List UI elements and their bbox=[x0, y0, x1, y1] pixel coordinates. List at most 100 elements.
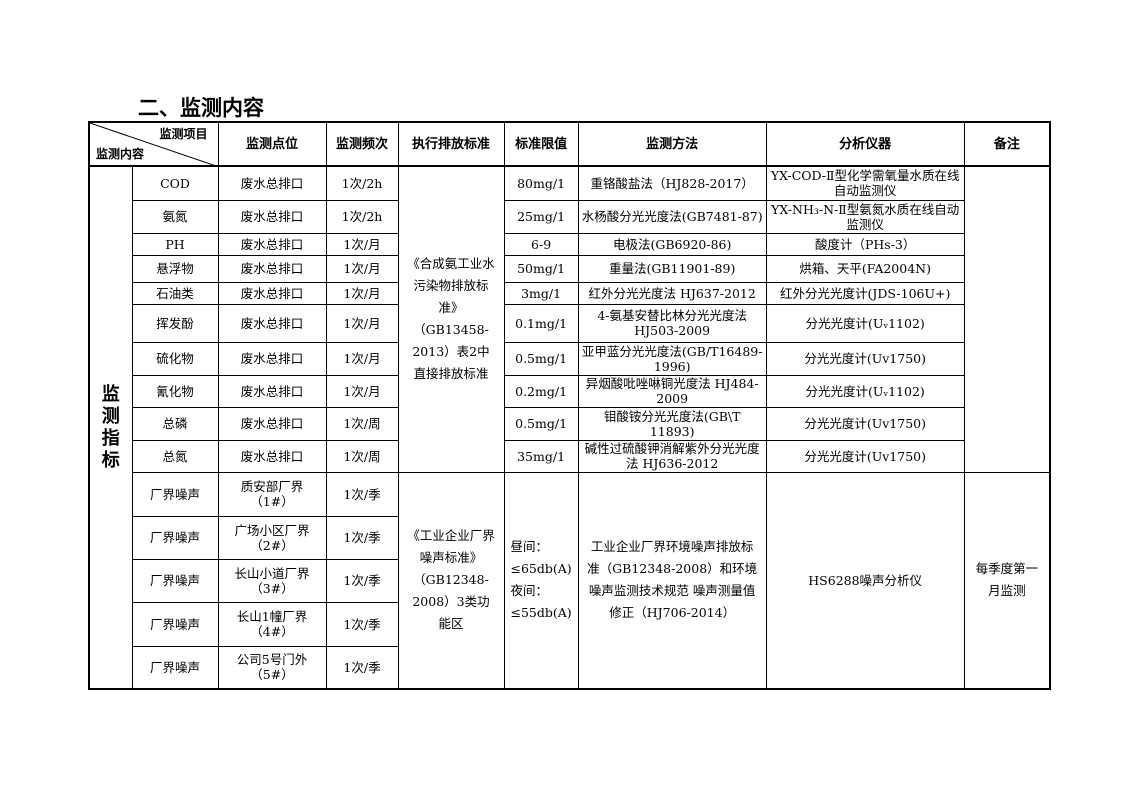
instrument-cell: 分光光度计(Uᵥ1102) bbox=[765, 303, 965, 343]
frequency-cell: 1次/2h bbox=[325, 199, 399, 234]
table-row: PH 废水总排口 1次/月 6-9 电极法(GB6920-86) 酸度计（PHs-3） bbox=[89, 232, 1050, 256]
noise-standard-cell: 《工业企业厂界噪声标准》（GB12348-2008）3类功能区 bbox=[397, 471, 505, 690]
frequency-cell: 1次/季 bbox=[325, 601, 399, 647]
table-row: 氰化物 废水总排口 1次/月 0.2mg/1 异烟酸吡唑啉铜光度法 HJ484-2009… bbox=[89, 374, 1050, 408]
monitoring-table: 监测项目 监测内容 监测点位 监测频次 执行排放标准 标准限值 监测方法 分析仪… bbox=[88, 121, 1052, 690]
item-cell: 总氮 bbox=[131, 439, 219, 473]
point-cell: 废水总排口 bbox=[217, 303, 327, 343]
diagonal-header-cell: 监测项目 监测内容 bbox=[88, 121, 219, 167]
instrument-cell: 红外分光光度计(JDS-106U+) bbox=[765, 281, 965, 305]
item-cell: 总磷 bbox=[131, 406, 219, 441]
table-row: 厂界噪声 公司5号门外（5#） 1次/季 bbox=[89, 645, 1050, 690]
point-cell: 废水总排口 bbox=[217, 281, 327, 305]
table-row: 总氮 废水总排口 1次/周 35mg/1 碱性过硫酸钾消解紫外分光光度法 HJ636-2… bbox=[89, 439, 1050, 473]
frequency-cell: 1次/月 bbox=[325, 374, 399, 408]
method-cell: 红外分光光度法 HJ637-2012 bbox=[577, 281, 767, 305]
noise-remark-cell: 每季度第一月监测 bbox=[963, 471, 1051, 690]
table-row: 厂界噪声 长山小道厂界（3#） 1次/季 bbox=[89, 558, 1050, 603]
limit-cell: 0.2mg/1 bbox=[503, 374, 579, 408]
instrument-cell: 烘箱、天平(FA2004N) bbox=[765, 254, 965, 283]
limit-cell: 6-9 bbox=[503, 232, 579, 256]
noise-limit-cell: 昼间：≤65db(A) 夜间：≤55db(A) bbox=[503, 471, 579, 690]
method-cell: 重铬酸盐法（HJ828-2017） bbox=[577, 165, 767, 201]
method-cell: 重量法(GB11901-89) bbox=[577, 254, 767, 283]
item-cell: 厂界噪声 bbox=[131, 558, 219, 603]
item-cell: 悬浮物 bbox=[131, 254, 219, 283]
method-cell: 亚甲蓝分光光度法(GB/T16489-1996) bbox=[577, 341, 767, 376]
item-cell: PH bbox=[131, 232, 219, 256]
table-row: 挥发酚 废水总排口 1次/月 0.1mg/1 4-氨基安替比林分光光度法 HJ503-2… bbox=[89, 303, 1050, 343]
group-label: 监测指标 bbox=[101, 383, 120, 471]
limit-cell: 0.5mg/1 bbox=[503, 341, 579, 376]
method-cell: 电极法(GB6920-86) bbox=[577, 232, 767, 256]
point-cell: 废水总排口 bbox=[217, 406, 327, 441]
item-cell: 氰化物 bbox=[131, 374, 219, 408]
method-cell: 异烟酸吡唑啉铜光度法 HJ484-2009 bbox=[577, 374, 767, 408]
point-cell: 废水总排口 bbox=[217, 232, 327, 256]
instrument-cell: 分光光度计(Uv1750) bbox=[765, 439, 965, 473]
instrument-cell: 分光光度计(Uv1750) bbox=[765, 406, 965, 441]
frequency-cell: 1次/季 bbox=[325, 515, 399, 560]
method-cell: 水杨酸分光光度法(GB7481-87) bbox=[577, 199, 767, 234]
point-cell: 废水总排口 bbox=[217, 165, 327, 201]
table-row: 监测指标 COD 废水总排口 1次/2h 《合成氨工业水污染物排放标准》（GB13458… bbox=[88, 165, 1051, 690]
table-row: 悬浮物 废水总排口 1次/月 50mg/1 重量法(GB11901-89) 烘箱、天平(F… bbox=[89, 254, 1050, 283]
method-cell: 钼酸铵分光光度法(GB\T 11893) bbox=[577, 406, 767, 441]
frequency-cell: 1次/月 bbox=[325, 254, 399, 283]
limit-cell: 0.5mg/1 bbox=[503, 406, 579, 441]
header-standard: 执行排放标准 bbox=[397, 121, 505, 167]
limit-cell: 50mg/1 bbox=[503, 254, 579, 283]
method-cell: 4-氨基安替比林分光光度法 HJ503-2009 bbox=[577, 303, 767, 343]
frequency-cell: 1次/2h bbox=[325, 165, 399, 201]
point-cell: 公司5号门外（5#） bbox=[217, 645, 327, 690]
noise-method-cell: 工业企业厂界环境噪声排放标准（GB12348-2008）和环境噪声监测技术规范 … bbox=[577, 471, 767, 690]
header-instrument: 分析仪器 bbox=[765, 121, 965, 167]
table-row: 石油类 废水总排口 1次/月 3mg/1 红外分光光度法 HJ637-2012 红外分光光… bbox=[89, 281, 1050, 305]
item-cell: 硫化物 bbox=[131, 341, 219, 376]
limit-cell: 25mg/1 bbox=[503, 199, 579, 234]
point-cell: 广场小区厂界（2#） bbox=[217, 515, 327, 560]
header-remark: 备注 bbox=[963, 121, 1051, 167]
frequency-cell: 1次/季 bbox=[325, 645, 399, 690]
header-limit: 标准限值 bbox=[503, 121, 579, 167]
point-cell: 废水总排口 bbox=[217, 254, 327, 283]
frequency-cell: 1次/周 bbox=[325, 406, 399, 441]
item-cell: 氨氮 bbox=[131, 199, 219, 234]
header-point: 监测点位 bbox=[217, 121, 327, 167]
header-row: 监测项目 监测内容 监测点位 监测频次 执行排放标准 标准限值 监测方法 分析仪… bbox=[88, 121, 1051, 167]
point-cell: 长山小道厂界（3#） bbox=[217, 558, 327, 603]
instrument-cell: 分光光度计(Uᵥ1102) bbox=[765, 374, 965, 408]
header-method: 监测方法 bbox=[577, 121, 767, 167]
item-cell: 挥发酚 bbox=[131, 303, 219, 343]
water-standard-cell: 《合成氨工业水污染物排放标准》（GB13458-2013）表2中直接排放标准 bbox=[397, 165, 505, 473]
point-cell: 废水总排口 bbox=[217, 374, 327, 408]
point-cell: 长山1幢厂界（4#） bbox=[217, 601, 327, 647]
frequency-cell: 1次/月 bbox=[325, 303, 399, 343]
frequency-cell: 1次/月 bbox=[325, 232, 399, 256]
instrument-cell: YX-COD-Ⅱ型化学需氧量水质在线自动监测仪 bbox=[765, 165, 965, 201]
item-cell: COD bbox=[131, 165, 219, 201]
table-row: 硫化物 废水总排口 1次/月 0.5mg/1 亚甲蓝分光光度法(GB/T16489-19… bbox=[89, 341, 1050, 376]
instrument-cell: YX-NH₃-N-Ⅱ型氨氮水质在线自动监测仪 bbox=[765, 199, 965, 234]
point-cell: 废水总排口 bbox=[217, 199, 327, 234]
instrument-cell: 分光光度计(Uv1750) bbox=[765, 341, 965, 376]
point-cell: 废水总排口 bbox=[217, 341, 327, 376]
table-row: 总磷 废水总排口 1次/周 0.5mg/1 钼酸铵分光光度法(GB\T 11893) 分光… bbox=[89, 406, 1050, 441]
limit-cell: 35mg/1 bbox=[503, 439, 579, 473]
limit-cell: 80mg/1 bbox=[503, 165, 579, 201]
table-row: 氨氮 废水总排口 1次/2h 25mg/1 水杨酸分光光度法(GB7481-87) YX-… bbox=[89, 199, 1050, 234]
group-label-cell: 监测指标 bbox=[88, 165, 133, 690]
frequency-cell: 1次/季 bbox=[325, 471, 399, 517]
section-title: 二、监测内容 bbox=[138, 96, 264, 120]
frequency-cell: 1次/月 bbox=[325, 281, 399, 305]
noise-instrument-cell: HS6288噪声分析仪 bbox=[765, 471, 965, 690]
method-cell: 碱性过硫酸钾消解紫外分光光度法 HJ636-2012 bbox=[577, 439, 767, 473]
table-row: 厂界噪声 广场小区厂界（2#） 1次/季 bbox=[89, 515, 1050, 560]
limit-cell: 3mg/1 bbox=[503, 281, 579, 305]
instrument-cell: 酸度计（PHs-3） bbox=[765, 232, 965, 256]
header-item: 监测项目 bbox=[159, 127, 208, 141]
frequency-cell: 1次/周 bbox=[325, 439, 399, 473]
item-cell: 厂界噪声 bbox=[131, 515, 219, 560]
frequency-cell: 1次/月 bbox=[325, 341, 399, 376]
limit-cell: 0.1mg/1 bbox=[503, 303, 579, 343]
